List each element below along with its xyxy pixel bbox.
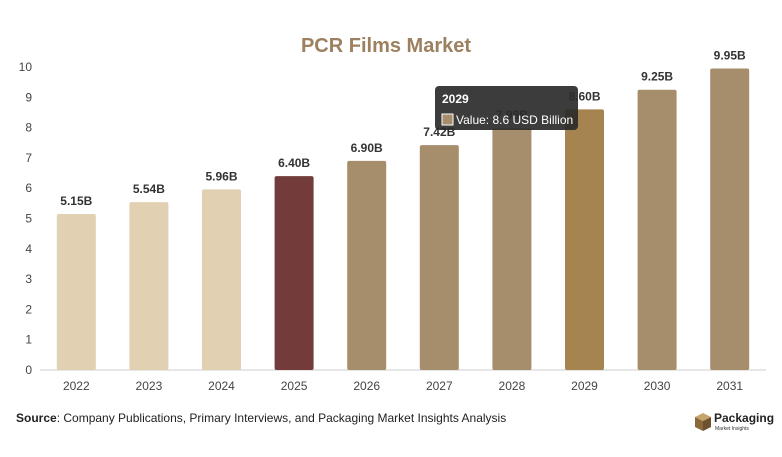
- y-tick-label: 6: [25, 181, 32, 195]
- chart-title: PCR Films Market: [301, 35, 471, 57]
- bar[interactable]: [492, 128, 532, 370]
- y-tick-label: 4: [25, 242, 32, 256]
- bar[interactable]: [347, 160, 387, 370]
- bar[interactable]: [419, 145, 459, 370]
- x-tick-label: 2027: [426, 379, 453, 393]
- data-label: 6.90B: [351, 141, 383, 155]
- y-tick-label: 5: [25, 212, 32, 226]
- x-tick-label: 2023: [136, 379, 163, 393]
- data-label: 5.15B: [60, 194, 92, 208]
- logo: Packaging Market Insights: [694, 410, 774, 436]
- x-tick-label: 2031: [716, 379, 743, 393]
- bar[interactable]: [565, 109, 604, 371]
- bar-series: [56, 68, 750, 371]
- y-tick-label: 3: [25, 272, 32, 286]
- tooltip-value: Value: 8.6 USD Billion: [456, 113, 573, 127]
- box-logo-icon: [695, 413, 711, 431]
- tooltip-title: 2029: [442, 92, 469, 106]
- tooltip-swatch: [441, 113, 454, 126]
- tooltip-background: [435, 86, 578, 130]
- x-tick-label: 2029: [571, 379, 598, 393]
- data-label: 6.40B: [278, 156, 310, 170]
- source-text: : Company Publications, Primary Intervie…: [56, 411, 507, 425]
- tooltip: 2029 Value: 8.6 USD Billion: [435, 86, 578, 130]
- source-note: Source: Company Publications, Primary In…: [16, 411, 506, 425]
- y-axis: 0 1 2 3 4 5 6 7 8 9 10: [19, 60, 33, 377]
- x-tick-label: 2026: [353, 379, 380, 393]
- bar[interactable]: [710, 68, 750, 370]
- bar[interactable]: [202, 189, 241, 370]
- y-tick-label: 7: [25, 151, 32, 165]
- data-label: 9.95B: [714, 49, 746, 63]
- data-label: 5.54B: [133, 182, 165, 196]
- bar[interactable]: [274, 176, 314, 370]
- data-label: 5.96B: [205, 169, 237, 183]
- y-tick-label: 9: [25, 90, 32, 104]
- x-tick-label: 2028: [499, 379, 526, 393]
- y-tick-label: 1: [25, 333, 32, 347]
- bar[interactable]: [637, 89, 677, 370]
- source-label: Source: [16, 411, 57, 425]
- y-tick-label: 8: [25, 121, 32, 135]
- logo-tagline: Market Insights: [715, 426, 749, 432]
- x-tick-label: 2022: [63, 379, 90, 393]
- x-axis: 2022 2023 2024 2025 2026 2027 2028 2029 2030 2031: [63, 379, 743, 393]
- x-tick-label: 2030: [644, 379, 671, 393]
- x-tick-label: 2024: [208, 379, 235, 393]
- bar[interactable]: [129, 202, 169, 370]
- bar[interactable]: [56, 213, 96, 370]
- data-label: 9.25B: [641, 70, 673, 84]
- logo-name: Packaging: [714, 411, 775, 425]
- y-tick-label: 0: [25, 363, 32, 377]
- y-tick-label: 10: [19, 60, 33, 74]
- x-tick-label: 2025: [281, 379, 308, 393]
- y-tick-label: 2: [25, 302, 32, 316]
